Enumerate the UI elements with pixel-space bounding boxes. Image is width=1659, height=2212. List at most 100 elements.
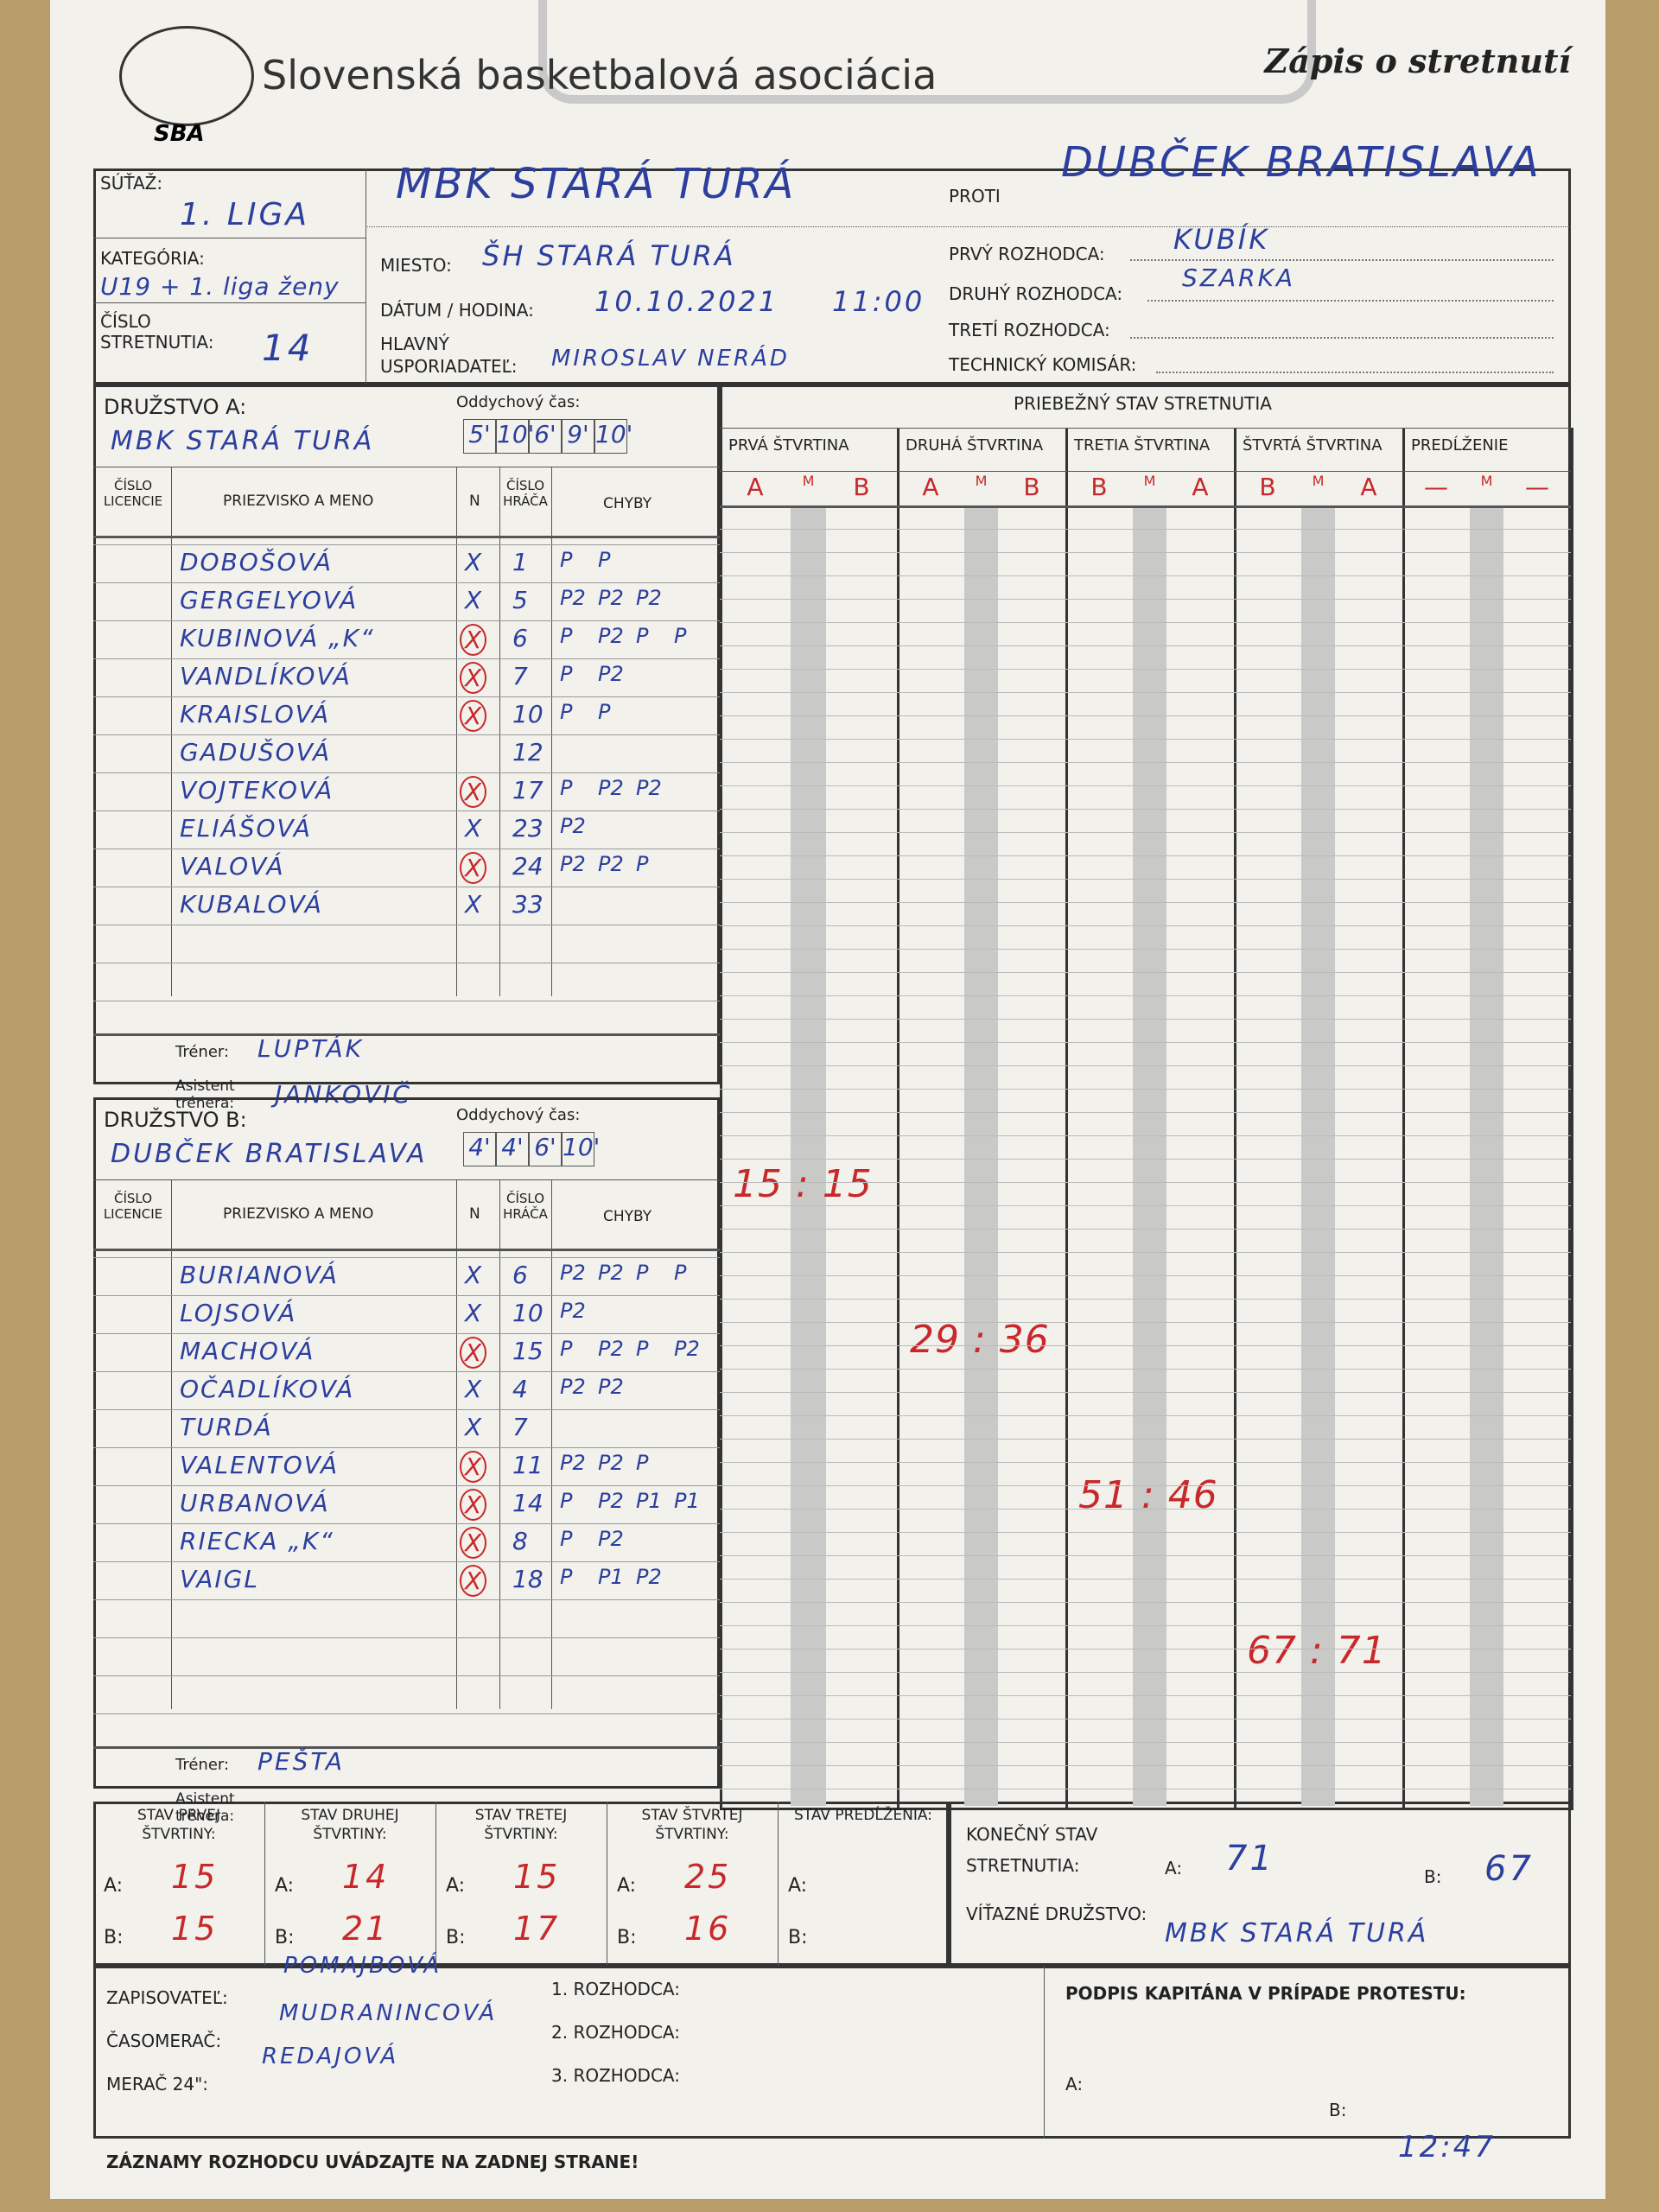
grid-row xyxy=(720,1462,1571,1463)
fill-line xyxy=(1156,372,1554,373)
foul: P2 xyxy=(598,586,624,610)
foul: P xyxy=(598,700,611,724)
row-line xyxy=(93,620,720,621)
period-name: TRETIA ŠTVRTINA xyxy=(1074,436,1211,454)
foul: P2 xyxy=(636,776,662,800)
player-name: VOJTEKOVÁ xyxy=(180,776,334,804)
col-head: CHYBY xyxy=(603,495,652,512)
player-number: 5 xyxy=(512,586,528,614)
player-number: 7 xyxy=(512,1413,528,1441)
divider xyxy=(365,226,1571,227)
row-line xyxy=(93,1257,720,1258)
foul: P2 xyxy=(598,1375,624,1399)
row-line xyxy=(93,1561,720,1562)
fill-line xyxy=(1130,337,1554,339)
score-a: 14 xyxy=(342,1858,390,1896)
player-name: GADUŠOVÁ xyxy=(180,738,332,766)
column-head: — xyxy=(1424,473,1448,501)
label: Oddychový čas: xyxy=(456,1106,581,1124)
label: MERAČ 24": xyxy=(106,2074,209,2094)
column-head: M xyxy=(1143,473,1156,489)
grid-row xyxy=(720,1345,1571,1346)
foul: P xyxy=(636,1337,649,1361)
foul: P xyxy=(560,1527,573,1551)
divider xyxy=(720,505,1571,508)
grid-row xyxy=(720,739,1571,740)
running-score-box xyxy=(720,385,1571,1810)
referee-1: KUBÍK xyxy=(1173,223,1270,256)
player-number: 14 xyxy=(512,1489,543,1517)
foul: P2 xyxy=(674,1337,700,1361)
label: SÚŤAŽ: xyxy=(100,173,163,194)
player-number: 10 xyxy=(512,1299,543,1327)
col-head: PRIEZVISKO A MENO xyxy=(223,493,374,510)
player-name: TURDÁ xyxy=(180,1413,273,1441)
column-head: B xyxy=(1090,473,1108,501)
foul: P xyxy=(636,1261,649,1285)
label: ČÍSLO STRETNUTIA: xyxy=(100,311,214,353)
period-scores-box xyxy=(93,1802,949,1966)
player-number: 8 xyxy=(512,1527,528,1555)
foul: P2 xyxy=(598,1451,624,1475)
grid-row xyxy=(720,1742,1571,1743)
grid-row xyxy=(720,832,1571,833)
foul: P2 xyxy=(598,852,624,876)
divider xyxy=(499,1179,500,1709)
column-head: — xyxy=(1525,473,1549,501)
label: Tréner: xyxy=(175,1043,230,1061)
foul: P2 xyxy=(598,1527,624,1551)
label: Tréner: xyxy=(175,1756,230,1774)
divider xyxy=(264,1802,265,1966)
row-line xyxy=(93,772,720,773)
label: PROTI xyxy=(949,186,1001,207)
score-a: 15 xyxy=(171,1858,219,1896)
player-number: 18 xyxy=(512,1565,543,1593)
grid-row xyxy=(720,529,1571,530)
foul: P xyxy=(560,624,573,648)
player-number: 7 xyxy=(512,662,528,690)
player-number: 6 xyxy=(512,1261,528,1289)
grid-row xyxy=(720,1275,1571,1276)
away-team: DUBČEK BRATISLAVA xyxy=(1061,138,1541,187)
entry-mark: X xyxy=(465,586,482,614)
player-number: 15 xyxy=(512,1337,543,1365)
grid-row xyxy=(720,715,1571,716)
divider xyxy=(1234,428,1236,1810)
col-head: PRIEZVISKO A MENO xyxy=(223,1205,374,1223)
player-name: MACHOVÁ xyxy=(180,1337,315,1365)
clipboard-clip xyxy=(538,0,1316,104)
player-number: 17 xyxy=(512,776,543,804)
label: KATEGÓRIA: xyxy=(100,248,205,269)
column-head: M xyxy=(1312,473,1325,489)
divider xyxy=(720,471,1571,472)
player-name: VALOVÁ xyxy=(180,852,285,880)
player-name: ELIÁŠOVÁ xyxy=(180,814,312,842)
player-number: 23 xyxy=(512,814,543,842)
grid-row xyxy=(720,1299,1571,1300)
foul: P xyxy=(560,776,573,800)
divider xyxy=(1065,428,1068,1810)
period-name: DRUHÁ ŠTVRTINA xyxy=(906,436,1044,454)
label: DRUŽSTVO B: xyxy=(104,1108,247,1132)
grid-row xyxy=(720,1439,1571,1440)
score-a: 15 xyxy=(513,1858,561,1896)
timeout: 4' xyxy=(463,1132,496,1166)
label: B: xyxy=(1329,2100,1347,2120)
grid-row xyxy=(720,1485,1571,1486)
label: KONEČNÝ STAV STRETNUTIA: xyxy=(966,1824,1098,1876)
label: A: xyxy=(617,1875,637,1897)
col-head: ČÍSLO HRÁČA xyxy=(503,1191,548,1222)
grid-row xyxy=(720,1252,1571,1253)
entry-mark: X xyxy=(460,662,487,694)
label: B: xyxy=(1424,1866,1442,1887)
final-a: 71 xyxy=(1225,1839,1274,1878)
grid-row xyxy=(720,762,1571,763)
minute-col xyxy=(964,505,998,1806)
grid-row xyxy=(720,1602,1571,1603)
score-b: 16 xyxy=(684,1910,732,1948)
grid-row xyxy=(720,1205,1571,1206)
player-name: KUBALOVÁ xyxy=(180,890,323,918)
officials-box xyxy=(93,1966,1571,2139)
grid-row xyxy=(720,692,1571,693)
score-sheet: SBA Slovenská basketbalová asociácia Záp… xyxy=(50,0,1605,2199)
